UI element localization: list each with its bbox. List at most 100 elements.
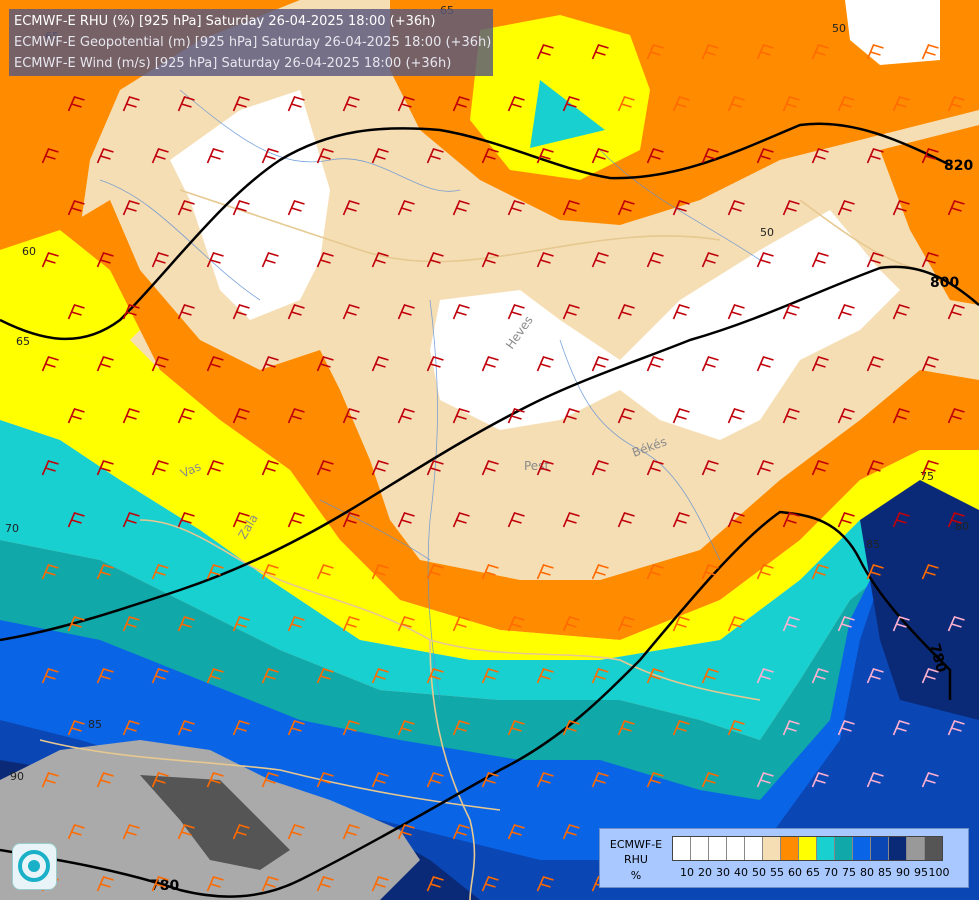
wind-barb [811,356,829,372]
wind-barb [811,44,829,60]
legend-swatch [835,837,853,860]
wind-barb [316,252,334,268]
wind-barb [426,876,444,892]
wind-barb [287,408,305,424]
wind-barbs [41,44,965,892]
wind-barb [426,564,444,580]
wind-barb [536,356,554,372]
wind-barb [866,564,884,580]
wind-barb [122,824,140,840]
wind-barb [672,720,690,736]
wind-barb [287,720,305,736]
wind-barb [397,200,415,216]
legend-swatch [817,837,835,860]
color-legend: ECMWF-E RHU % 10 20 30 40 50 55 60 65 70 75 80 85 90… [599,828,969,888]
wind-barb [507,824,525,840]
legend-tick: 95 [914,866,928,879]
wind-barb [837,720,855,736]
wind-barb [646,772,664,788]
wind-barb [562,824,580,840]
wind-barb [507,96,525,112]
wind-barb [646,252,664,268]
wind-barb [837,96,855,112]
wind-barb [892,616,910,632]
wind-barb [892,200,910,216]
wind-barb [947,720,965,736]
wind-barb [481,772,499,788]
wind-barb [672,616,690,632]
wind-barb [756,668,774,684]
svg-text:80: 80 [955,520,969,533]
svg-text:85: 85 [866,538,880,551]
wind-barb [426,252,444,268]
wind-barb [837,512,855,528]
wind-barb [316,356,334,372]
wind-barb [617,304,635,320]
wind-barb [206,148,224,164]
legend-swatch [889,837,907,860]
wind-barb [701,252,719,268]
legend-swatch [691,837,709,860]
wind-barb [342,824,360,840]
wind-barb [811,564,829,580]
wind-barb [452,616,470,632]
svg-text:85: 85 [88,718,102,731]
wind-barb [507,408,525,424]
wind-barb [426,460,444,476]
wind-barb [151,460,169,476]
wind-barb [261,460,279,476]
wind-barb [122,720,140,736]
wind-barb [342,304,360,320]
wind-barb [617,408,635,424]
wind-barb [562,304,580,320]
wind-barb [727,96,745,112]
wind-barb [481,460,499,476]
wind-barb [232,616,250,632]
contour-label-820: 820 [944,158,973,174]
wind-barb [261,148,279,164]
wind-barb [646,44,664,60]
wind-barb [756,356,774,372]
wind-barb [921,148,939,164]
wind-barb [536,876,554,892]
wind-barb [206,460,224,476]
legend-unit: % [630,869,642,882]
contour-label-780-right: 780 [926,642,949,675]
wind-barb [782,408,800,424]
wind-barb [646,564,664,580]
wind-barb [452,512,470,528]
svg-text:50: 50 [760,226,774,239]
wind-barb [151,356,169,372]
svg-text:60: 60 [22,245,36,258]
wind-barb [342,200,360,216]
wind-barb [177,96,195,112]
wind-barb [426,148,444,164]
wind-barb [287,616,305,632]
country-borders [39,189,921,900]
legend-swatch [763,837,781,860]
wind-barb [122,96,140,112]
wind-barb [536,564,554,580]
wind-barb [67,96,85,112]
wind-barb [756,564,774,580]
wind-barb [921,668,939,684]
wind-barb [151,148,169,164]
wind-barb [782,96,800,112]
wind-barb [617,720,635,736]
wind-barb [287,96,305,112]
wind-barb [452,200,470,216]
wind-barb [481,356,499,372]
title-rhu: ECMWF-E RHU (%) [925 hPa] Saturday 26-04… [14,14,436,29]
wind-barb [67,616,85,632]
legend-tick: 60 [788,866,802,879]
wind-barb [41,252,59,268]
wind-barb [617,512,635,528]
wind-barb [122,616,140,632]
wind-barb [481,564,499,580]
legend-variable: RHU [624,853,648,866]
wind-barb [342,512,360,528]
wind-barb [287,200,305,216]
wind-barb [782,512,800,528]
wind-barb [921,356,939,372]
wind-barb [206,252,224,268]
